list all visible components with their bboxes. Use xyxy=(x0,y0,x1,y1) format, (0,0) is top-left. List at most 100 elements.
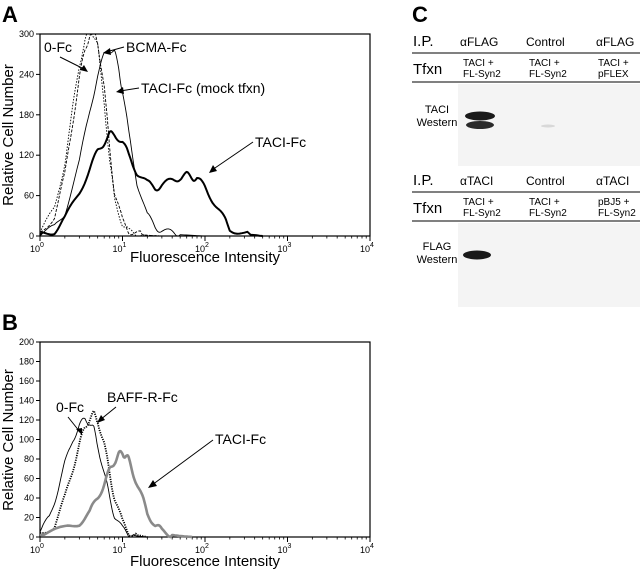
x-tick-label: 101 xyxy=(113,242,127,254)
y-tick-label: 0 xyxy=(29,532,34,542)
blot-bottom-col2-tfxn1: TACI + xyxy=(529,197,560,208)
y-tick-label: 100 xyxy=(19,435,34,445)
blot-top-col3-tfxn1: TACI + xyxy=(598,58,629,69)
series-line xyxy=(39,33,162,237)
blot-top-western-2: Western xyxy=(417,117,458,129)
y-tick-label: 240 xyxy=(19,69,34,79)
series-line xyxy=(39,449,193,539)
series-line xyxy=(39,49,206,237)
y-tick-label: 180 xyxy=(19,357,34,367)
x-ticks-a: 100 101 102 103 104 xyxy=(30,236,374,254)
blot-top-col2-tfxn1: TACI + xyxy=(529,58,560,69)
x-tick-label: 104 xyxy=(360,543,374,555)
y-tick-label: 60 xyxy=(24,191,34,201)
blot-top-western-1: TACI xyxy=(425,104,449,116)
series-line xyxy=(39,417,148,538)
y-axis-label-a: Relative Cell Number xyxy=(0,64,17,206)
annot-b-baffr: BAFF-R-Fc xyxy=(107,389,178,405)
band-top-lane2-faint xyxy=(541,124,555,128)
y-tick-label: 200 xyxy=(19,337,34,347)
x-tick-label: 102 xyxy=(195,543,209,555)
annot-b-taci: TACI-Fc xyxy=(215,431,266,447)
annot-a-taci-mock: TACI-Fc (mock tfxn) xyxy=(141,80,265,96)
arrow-a-0fc xyxy=(59,56,87,71)
x-tick-label: 100 xyxy=(30,242,44,254)
arrow-a-taci xyxy=(211,141,254,171)
blot-bottom-col1-ip: αTACI xyxy=(460,174,493,188)
y-ticks-a: 0 60 120 180 240 300 xyxy=(19,29,40,241)
blot-bottom-col2-ip: Control xyxy=(526,174,565,188)
blot-top-col3-ip: αFLAG xyxy=(596,35,634,49)
blot-bottom-col1-tfxn2: FL-Syn2 xyxy=(463,208,501,219)
blot-top-col1-tfxn2: FL-Syn2 xyxy=(463,69,501,80)
y-tick-label: 140 xyxy=(19,396,34,406)
blot-top-ip-label: I.P. xyxy=(413,33,434,50)
arrowhead-a-taci xyxy=(209,165,217,173)
blot-bottom-col3-tfxn1: pBJ5 + xyxy=(598,197,630,208)
x-tick-label: 103 xyxy=(278,543,292,555)
arrowhead-b-baffr xyxy=(97,415,105,423)
band-bottom-lane1 xyxy=(463,250,491,260)
blot-bottom-western-1: FLAG xyxy=(423,241,452,253)
y-tick-label: 180 xyxy=(19,110,34,120)
blot-bottom-western-2: Western xyxy=(417,254,458,266)
series-line xyxy=(40,409,148,538)
y-tick-label: 160 xyxy=(19,376,34,386)
y-tick-label: 80 xyxy=(24,454,34,464)
blot-bottom-col3-tfxn2: FL-Syn2 xyxy=(598,208,636,219)
x-tick-label: 101 xyxy=(113,543,127,555)
histogram-a: 0 60 120 180 240 300 100 101 102 103 104 Fluoresc… xyxy=(0,29,374,266)
arrowhead-b-taci xyxy=(148,480,157,488)
blot-bottom-ip-label: I.P. xyxy=(413,172,434,189)
blot-top-col1-ip: αFLAG xyxy=(460,35,498,49)
histogram-b: 0 20 40 60 80 100 120 140 160 180 200 100 101 102 103… xyxy=(0,337,374,570)
y-tick-label: 40 xyxy=(24,493,34,503)
y-tick-label: 300 xyxy=(19,29,34,39)
annot-a-taci: TACI-Fc xyxy=(255,134,306,150)
series-b xyxy=(39,409,193,539)
band-top-lane1-b xyxy=(466,121,494,129)
blot-top-col2-ip: Control xyxy=(526,35,565,49)
y-tick-label: 60 xyxy=(24,474,34,484)
arrowhead-a-bcma xyxy=(103,48,111,55)
blot-bottom-tfxn-label: Tfxn xyxy=(413,200,442,217)
series-line xyxy=(39,130,263,237)
blot-top-col1-tfxn1: TACI + xyxy=(463,58,494,69)
y-tick-label: 20 xyxy=(24,513,34,523)
x-tick-label: 102 xyxy=(195,242,209,254)
blot-top-col2-tfxn2: FL-Syn2 xyxy=(529,69,567,80)
annot-a-bcma: BCMA-Fc xyxy=(126,39,187,55)
panel-a-label: A xyxy=(2,2,18,27)
plot-frame-a xyxy=(39,33,371,237)
blot-top-col3-tfxn2: pFLEX xyxy=(598,69,629,80)
y-tick-label: 0 xyxy=(29,231,34,241)
blot-bottom: I.P. αTACI Control αTACI Tfxn TACI + FL-… xyxy=(412,172,640,307)
x-tick-label: 103 xyxy=(278,242,292,254)
annot-b-0fc: 0-Fc xyxy=(56,399,84,415)
band-top-lane1-a xyxy=(465,111,495,121)
panel-c-label: C xyxy=(412,2,428,27)
blot-bottom-col3-ip: αTACI xyxy=(596,174,629,188)
x-ticks-b: 100 101 102 103 104 xyxy=(30,537,374,555)
blot-bottom-col2-tfxn2: FL-Syn2 xyxy=(529,208,567,219)
panel-b-label: B xyxy=(2,310,18,335)
series-a xyxy=(39,33,263,237)
x-axis-label-a: Fluorescence Intensity xyxy=(130,249,281,266)
arrowhead-b-0fc xyxy=(76,428,82,435)
blot-top: I.P. αFLAG Control αFLAG Tfxn TACI + FL-… xyxy=(412,33,640,166)
x-tick-label: 100 xyxy=(30,543,44,555)
y-tick-label: 120 xyxy=(19,415,34,425)
y-axis-label-b: Relative Cell Number xyxy=(0,369,17,511)
y-ticks-b: 0 20 40 60 80 100 120 140 160 180 200 xyxy=(19,337,40,542)
blot-top-tfxn-label: Tfxn xyxy=(413,61,442,78)
arrowhead-a-0fc xyxy=(80,65,88,72)
arrow-b-taci xyxy=(151,439,214,486)
arrowhead-a-taci-mock xyxy=(116,87,124,94)
y-tick-label: 120 xyxy=(19,150,34,160)
blot-bottom-col1-tfxn1: TACI + xyxy=(463,197,494,208)
x-tick-label: 104 xyxy=(360,242,374,254)
x-axis-label-b: Fluorescence Intensity xyxy=(130,553,281,570)
annot-a-0fc: 0-Fc xyxy=(44,39,72,55)
blot-bottom-membrane xyxy=(458,223,640,307)
